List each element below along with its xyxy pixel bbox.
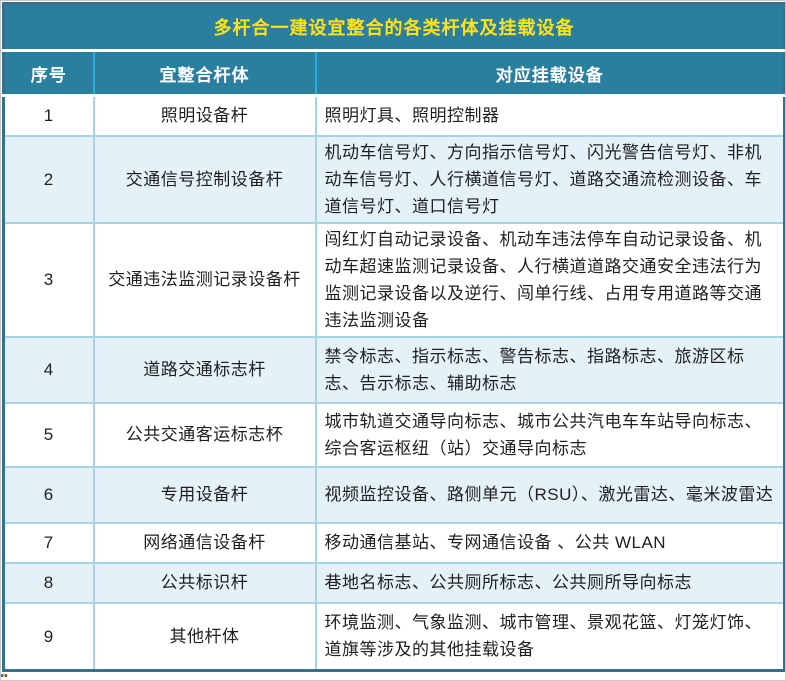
row-index-cell: 9 xyxy=(3,601,94,671)
row-index-cell: 1 xyxy=(3,94,94,136)
row-index-cell: 3 xyxy=(3,221,94,337)
corner-pixel-artifact xyxy=(1,674,7,677)
row-index-cell: 5 xyxy=(3,401,94,467)
devices-cell: 城市轨道交通导向标志、城市公共汽电车车站导向标志、综合客运枢纽（站）交通导向标志 xyxy=(314,401,785,467)
column-header-index: 序号 xyxy=(3,50,94,97)
devices-cell: 机动车信号灯、方向指示信号灯、闪光警告信号灯、非机动车信号灯、人行横道信号灯、道… xyxy=(314,134,785,223)
table-row: 6 专用设备杆 视频监控设备、路侧单元（RSU）、激光雷达、毫米波雷达 xyxy=(3,465,785,523)
pole-name-cell: 其他杆体 xyxy=(92,601,316,671)
table-row: 3 交通违法监测记录设备杆 闯红灯自动记录设备、机动车违法停车自动记录设备、机动… xyxy=(3,221,785,337)
table-title: 多杆合一建设宜整合的各类杆体及挂载设备 xyxy=(3,3,785,52)
devices-cell: 禁令标志、指示标志、警告标志、指路标志、旅游区标志、告示标志、辅助标志 xyxy=(314,335,785,403)
table-row: 7 网络通信设备杆 移动通信基站、专网通信设备 、公共 WLAN xyxy=(3,521,785,563)
table-header-row: 序号 宜整合杆体 对应挂载设备 xyxy=(3,50,785,97)
devices-cell: 视频监控设备、路侧单元（RSU）、激光雷达、毫米波雷达 xyxy=(314,465,785,523)
table-row: 9 其他杆体 环境监测、气象监测、城市管理、景观花篮、灯笼灯饰、道旗等涉及的其他… xyxy=(3,601,785,671)
devices-cell: 闯红灯自动记录设备、机动车违法停车自动记录设备、机动车超速监测记录设备、人行横道… xyxy=(314,221,785,337)
row-index-cell: 6 xyxy=(3,465,94,523)
row-index-cell: 4 xyxy=(3,335,94,403)
pole-name-cell: 专用设备杆 xyxy=(92,465,316,523)
row-index-cell: 2 xyxy=(3,134,94,223)
pole-name-cell: 网络通信设备杆 xyxy=(92,521,316,563)
devices-cell: 照明灯具、照明控制器 xyxy=(314,94,785,136)
table-row: 8 公共标识杆 巷地名标志、公共厕所标志、公共厕所导向标志 xyxy=(3,561,785,603)
column-header-devices: 对应挂载设备 xyxy=(314,50,785,97)
devices-cell: 移动通信基站、专网通信设备 、公共 WLAN xyxy=(314,521,785,563)
table-row: 2 交通信号控制设备杆 机动车信号灯、方向指示信号灯、闪光警告信号灯、非机动车信… xyxy=(3,134,785,223)
column-header-pole: 宜整合杆体 xyxy=(92,50,316,97)
pole-name-cell: 照明设备杆 xyxy=(92,94,316,136)
table-row: 5 公共交通客运标志杯 城市轨道交通导向标志、城市公共汽电车车站导向标志、综合客… xyxy=(3,401,785,467)
row-index-cell: 8 xyxy=(3,561,94,603)
devices-cell: 巷地名标志、公共厕所标志、公共厕所导向标志 xyxy=(314,561,785,603)
pole-name-cell: 交通违法监测记录设备杆 xyxy=(92,221,316,337)
table-row: 1 照明设备杆 照明灯具、照明控制器 xyxy=(3,94,785,136)
pole-name-cell: 交通信号控制设备杆 xyxy=(92,134,316,223)
row-index-cell: 7 xyxy=(3,521,94,563)
table-title-row: 多杆合一建设宜整合的各类杆体及挂载设备 xyxy=(3,3,785,52)
pole-name-cell: 公共标识杆 xyxy=(92,561,316,603)
pole-name-cell: 公共交通客运标志杯 xyxy=(92,401,316,467)
table-row: 4 道路交通标志杆 禁令标志、指示标志、警告标志、指路标志、旅游区标志、告示标志… xyxy=(3,335,785,403)
devices-cell: 环境监测、气象监测、城市管理、景观花篮、灯笼灯饰、道旗等涉及的其他挂载设备 xyxy=(314,601,785,671)
pole-name-cell: 道路交通标志杆 xyxy=(92,335,316,403)
